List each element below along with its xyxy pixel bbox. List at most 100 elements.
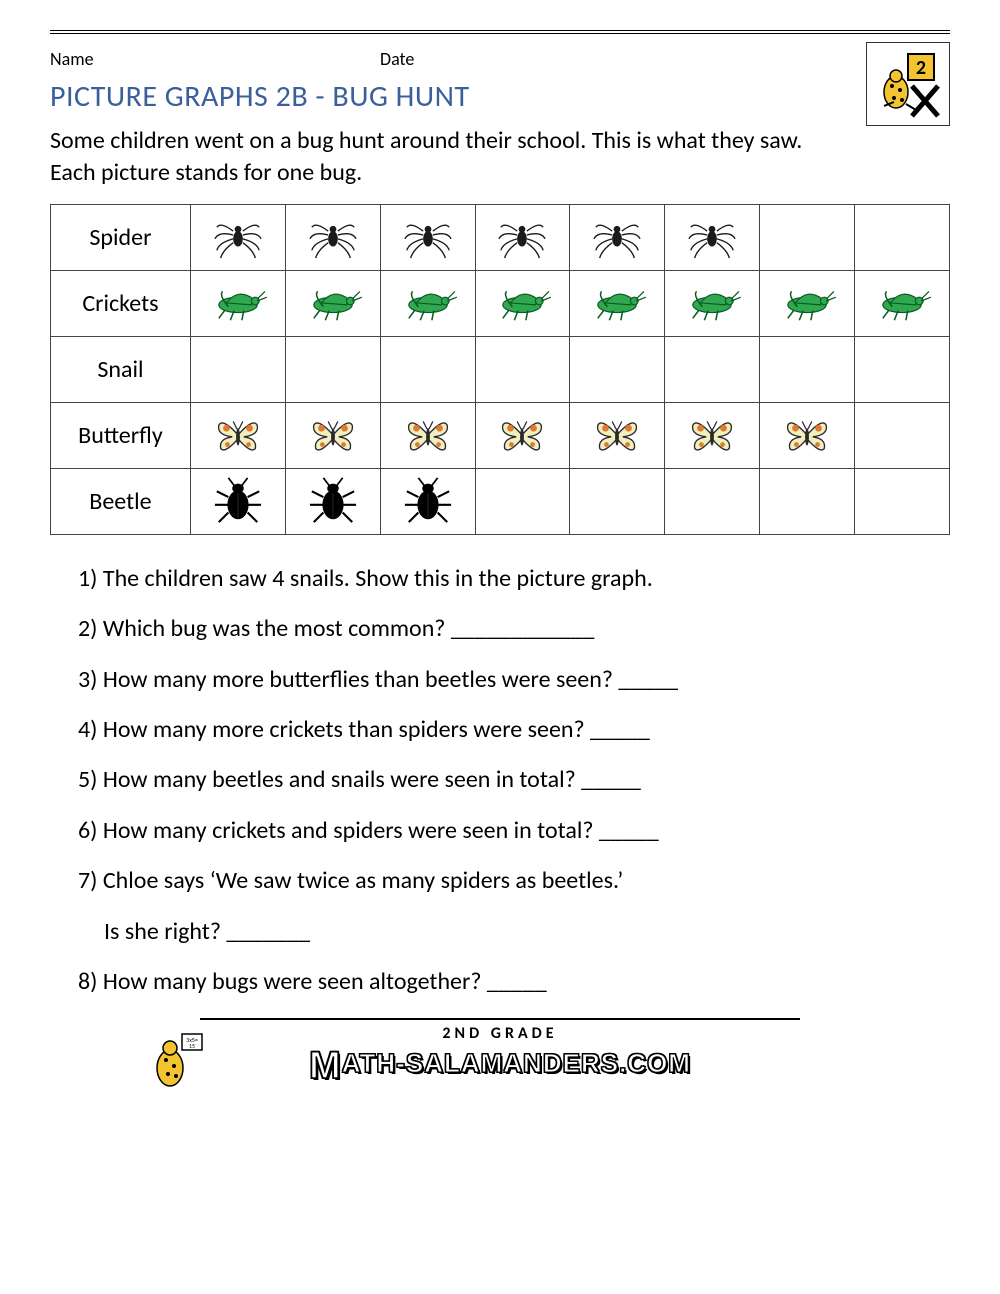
header-row: Name Date PICTURE GRAPHS 2B - BUG HUNT 2 xyxy=(50,48,950,125)
pictograph-cell xyxy=(475,402,570,468)
pictograph-cell xyxy=(855,270,950,336)
cricket-icon xyxy=(492,276,552,326)
beetle-icon xyxy=(208,474,268,524)
spider-icon xyxy=(492,210,552,260)
question: 1) The children saw 4 snails. Show this … xyxy=(78,563,950,595)
footer-brand-text: MATH-SALAMANDERS.COM xyxy=(200,1045,800,1088)
footer: 3x5= 15 2ND GRADE MATH-SALAMANDERS.COM xyxy=(50,1018,950,1088)
top-rule xyxy=(50,30,950,34)
row-label: Beetle xyxy=(51,468,191,534)
cricket-icon xyxy=(587,276,647,326)
pictograph-cell xyxy=(760,204,855,270)
butterfly-icon xyxy=(492,408,552,458)
footer-rule xyxy=(200,1018,800,1020)
pictograph-cell xyxy=(190,336,285,402)
pictograph-cell xyxy=(190,402,285,468)
cricket-icon xyxy=(398,276,458,326)
name-label: Name xyxy=(50,48,380,70)
butterfly-icon xyxy=(303,408,363,458)
pictograph-table: SpiderCricketsSnailButterflyBeetle xyxy=(50,204,950,535)
spider-icon xyxy=(682,210,742,260)
pictograph-cell xyxy=(380,336,475,402)
pictograph-cell xyxy=(570,468,665,534)
butterfly-icon xyxy=(587,408,647,458)
pictograph-cell xyxy=(760,402,855,468)
pictograph-cell xyxy=(285,270,380,336)
spider-icon xyxy=(303,210,363,260)
pictograph-cell xyxy=(570,402,665,468)
butterfly-icon xyxy=(398,408,458,458)
name-date-row: Name Date xyxy=(50,48,470,70)
pictograph-cell xyxy=(570,270,665,336)
pictograph-cell xyxy=(380,468,475,534)
question: 3) How many more butterflies than beetle… xyxy=(78,664,950,696)
beetle-icon xyxy=(398,474,458,524)
pictograph-cell xyxy=(760,336,855,402)
footer-grade-text: 2ND GRADE xyxy=(200,1024,800,1043)
question-subline: Is she right? _______ xyxy=(78,916,950,948)
footer-salamander-icon: 3x5= 15 xyxy=(138,1026,208,1096)
cricket-icon xyxy=(872,276,932,326)
spider-icon xyxy=(398,210,458,260)
pictograph-cell xyxy=(760,270,855,336)
pictograph-cell xyxy=(190,468,285,534)
salamander-logo-icon: 2 xyxy=(872,48,944,120)
pictograph-cell xyxy=(855,402,950,468)
pictograph-cell xyxy=(855,204,950,270)
pictograph-cell xyxy=(665,468,760,534)
pictograph-cell xyxy=(855,336,950,402)
row-label: Spider xyxy=(51,204,191,270)
date-label: Date xyxy=(380,48,414,70)
pictograph-cell xyxy=(380,402,475,468)
intro-text: Some children went on a bug hunt around … xyxy=(50,125,840,190)
butterfly-icon xyxy=(208,408,268,458)
pictograph-cell xyxy=(285,204,380,270)
pictograph-row: Spider xyxy=(51,204,950,270)
question: 7) Chloe says ‘We saw twice as many spid… xyxy=(78,865,950,897)
pictograph-cell xyxy=(665,270,760,336)
spider-icon xyxy=(587,210,647,260)
pictograph-cell xyxy=(285,336,380,402)
question: 6) How many crickets and spiders were se… xyxy=(78,815,950,847)
butterfly-icon xyxy=(777,408,837,458)
pictograph-cell xyxy=(475,270,570,336)
cricket-icon xyxy=(208,276,268,326)
spider-icon xyxy=(208,210,268,260)
row-label: Crickets xyxy=(51,270,191,336)
pictograph-row: Snail xyxy=(51,336,950,402)
pictograph-cell xyxy=(285,402,380,468)
row-label: Snail xyxy=(51,336,191,402)
beetle-icon xyxy=(303,474,363,524)
worksheet-title: PICTURE GRAPHS 2B - BUG HUNT xyxy=(50,78,470,115)
pictograph-cell xyxy=(380,270,475,336)
questions-list: 1) The children saw 4 snails. Show this … xyxy=(50,563,950,999)
svg-text:2: 2 xyxy=(916,56,926,80)
pictograph-cell xyxy=(190,270,285,336)
cricket-icon xyxy=(777,276,837,326)
pictograph-cell xyxy=(475,468,570,534)
pictograph-cell xyxy=(190,204,285,270)
worksheet-page: Name Date PICTURE GRAPHS 2B - BUG HUNT 2… xyxy=(0,0,1000,1108)
pictograph-cell xyxy=(855,468,950,534)
question: 2) Which bug was the most common? ______… xyxy=(78,613,950,645)
pictograph-cell xyxy=(475,336,570,402)
pictograph-cell xyxy=(665,336,760,402)
pictograph-cell xyxy=(285,468,380,534)
grade-logo: 2 xyxy=(866,42,950,126)
row-label: Butterfly xyxy=(51,402,191,468)
cricket-icon xyxy=(682,276,742,326)
pictograph-cell xyxy=(760,468,855,534)
question: 5) How many beetles and snails were seen… xyxy=(78,764,950,796)
pictograph-cell xyxy=(665,402,760,468)
question: 4) How many more crickets than spiders w… xyxy=(78,714,950,746)
pictograph-cell xyxy=(570,336,665,402)
pictograph-cell xyxy=(570,204,665,270)
pictograph-row: Crickets xyxy=(51,270,950,336)
svg-text:15: 15 xyxy=(189,1042,195,1050)
cricket-icon xyxy=(303,276,363,326)
butterfly-icon xyxy=(682,408,742,458)
pictograph-row: Butterfly xyxy=(51,402,950,468)
pictograph-row: Beetle xyxy=(51,468,950,534)
pictograph-cell xyxy=(665,204,760,270)
pictograph-cell xyxy=(475,204,570,270)
